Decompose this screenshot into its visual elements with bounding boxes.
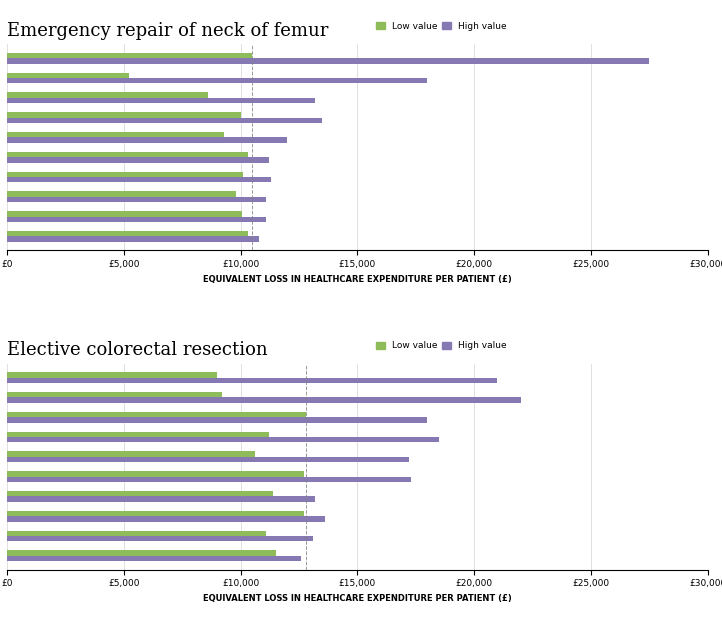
Bar bbox=[7, 556, 301, 561]
Bar bbox=[7, 216, 266, 222]
Bar bbox=[7, 78, 427, 84]
Bar bbox=[7, 98, 316, 103]
Legend: Low value, High value: Low value, High value bbox=[376, 341, 507, 351]
Bar bbox=[7, 237, 259, 242]
Bar bbox=[7, 398, 521, 403]
Bar bbox=[7, 58, 649, 64]
Bar bbox=[7, 137, 287, 143]
Bar bbox=[7, 152, 248, 157]
Bar bbox=[7, 191, 236, 197]
Bar bbox=[7, 372, 217, 377]
Bar bbox=[7, 132, 225, 137]
Bar bbox=[7, 73, 129, 78]
Bar bbox=[7, 432, 269, 437]
Bar bbox=[7, 516, 325, 522]
Bar bbox=[7, 550, 276, 556]
Bar bbox=[7, 437, 439, 442]
Bar bbox=[7, 197, 266, 203]
Bar bbox=[7, 112, 240, 118]
Bar bbox=[7, 496, 316, 502]
Bar bbox=[7, 118, 323, 123]
Bar bbox=[7, 392, 222, 398]
Bar bbox=[7, 157, 269, 163]
Bar bbox=[7, 377, 497, 383]
Bar bbox=[7, 530, 266, 536]
Bar bbox=[7, 457, 409, 462]
Bar bbox=[7, 417, 427, 423]
Bar bbox=[7, 471, 304, 477]
Bar bbox=[7, 177, 271, 182]
Legend: Low value, High value: Low value, High value bbox=[376, 22, 507, 31]
Bar bbox=[7, 92, 208, 98]
Bar bbox=[7, 477, 411, 482]
Bar bbox=[7, 53, 253, 58]
Bar bbox=[7, 451, 255, 457]
Bar bbox=[7, 536, 313, 541]
Text: Emergency repair of neck of femur: Emergency repair of neck of femur bbox=[7, 22, 329, 40]
Bar bbox=[7, 211, 242, 216]
Text: Elective colorectal resection: Elective colorectal resection bbox=[7, 341, 268, 360]
Bar bbox=[7, 231, 248, 237]
X-axis label: EQUIVALENT LOSS IN HEALTHCARE EXPENDITURE PER PATIENT (£): EQUIVALENT LOSS IN HEALTHCARE EXPENDITUR… bbox=[203, 594, 512, 603]
X-axis label: EQUIVALENT LOSS IN HEALTHCARE EXPENDITURE PER PATIENT (£): EQUIVALENT LOSS IN HEALTHCARE EXPENDITUR… bbox=[203, 275, 512, 284]
Bar bbox=[7, 411, 306, 417]
Bar bbox=[7, 172, 243, 177]
Bar bbox=[7, 491, 274, 496]
Bar bbox=[7, 511, 304, 516]
